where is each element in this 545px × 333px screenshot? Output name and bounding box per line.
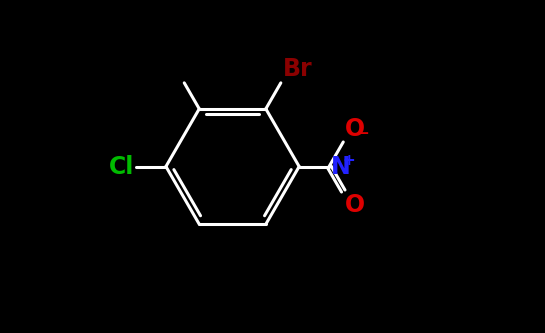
Text: O: O xyxy=(345,193,365,217)
Text: O: O xyxy=(345,117,365,141)
Text: +: + xyxy=(342,153,355,168)
Text: N: N xyxy=(331,156,350,179)
Text: −: − xyxy=(356,126,368,141)
Text: Cl: Cl xyxy=(109,155,134,178)
Text: Br: Br xyxy=(282,57,312,81)
